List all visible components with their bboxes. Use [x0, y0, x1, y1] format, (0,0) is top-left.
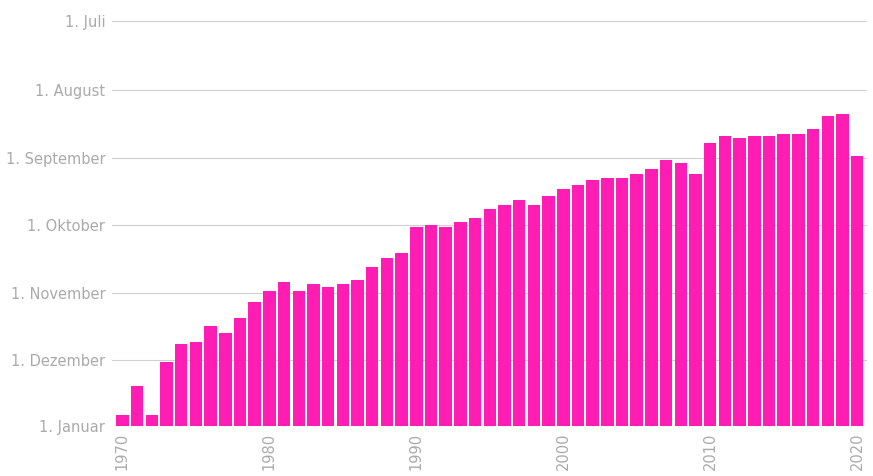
- Bar: [542, 196, 555, 426]
- Bar: [821, 116, 834, 426]
- Bar: [778, 134, 790, 426]
- Bar: [527, 205, 540, 426]
- Bar: [351, 280, 364, 426]
- Bar: [204, 327, 217, 426]
- Bar: [718, 136, 732, 426]
- Bar: [587, 180, 599, 426]
- Bar: [675, 163, 687, 426]
- Bar: [234, 317, 246, 426]
- Bar: [263, 291, 276, 426]
- Bar: [513, 200, 526, 426]
- Bar: [836, 114, 849, 426]
- Bar: [615, 178, 629, 426]
- Bar: [425, 225, 437, 426]
- Bar: [410, 227, 423, 426]
- Bar: [469, 218, 481, 426]
- Bar: [322, 287, 334, 426]
- Bar: [704, 143, 717, 426]
- Bar: [498, 205, 511, 426]
- Bar: [366, 267, 379, 426]
- Bar: [175, 344, 188, 426]
- Bar: [292, 291, 305, 426]
- Bar: [454, 222, 467, 426]
- Bar: [572, 185, 584, 426]
- Bar: [763, 136, 775, 426]
- Bar: [395, 253, 408, 426]
- Bar: [630, 174, 643, 426]
- Bar: [439, 227, 452, 426]
- Bar: [381, 258, 393, 426]
- Bar: [733, 139, 746, 426]
- Bar: [660, 160, 672, 426]
- Bar: [690, 174, 702, 426]
- Bar: [601, 178, 614, 426]
- Bar: [219, 333, 231, 426]
- Bar: [807, 129, 820, 426]
- Bar: [792, 134, 805, 426]
- Bar: [116, 415, 128, 426]
- Bar: [249, 302, 261, 426]
- Bar: [189, 342, 203, 426]
- Bar: [484, 209, 496, 426]
- Bar: [748, 136, 760, 426]
- Bar: [131, 386, 143, 426]
- Bar: [557, 189, 569, 426]
- Bar: [851, 156, 863, 426]
- Bar: [307, 284, 320, 426]
- Bar: [278, 282, 291, 426]
- Bar: [146, 415, 158, 426]
- Bar: [645, 169, 657, 426]
- Bar: [161, 362, 173, 426]
- Bar: [337, 284, 349, 426]
